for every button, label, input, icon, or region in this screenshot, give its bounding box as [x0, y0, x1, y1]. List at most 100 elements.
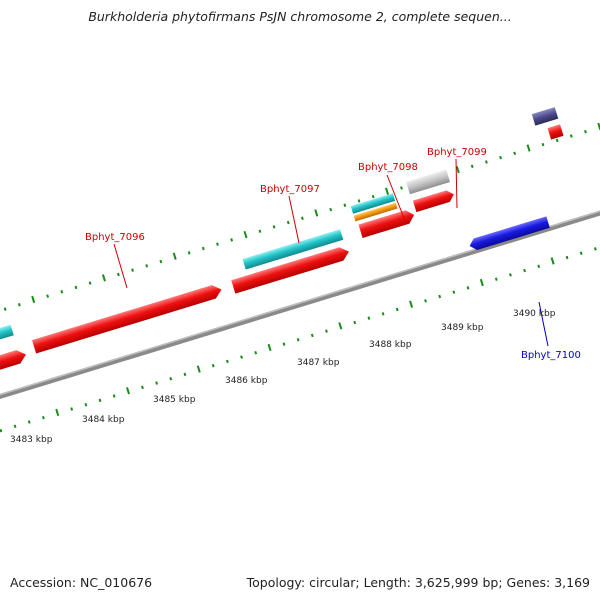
inner-minor-tick: [367, 316, 371, 320]
inner-minor-tick: [310, 333, 314, 338]
outer-major-tick: [31, 295, 36, 304]
inner-minor-tick: [225, 359, 229, 364]
grey-feature-7099[interactable]: [406, 169, 451, 195]
callout-7099: [455, 158, 458, 209]
inner-tick-ruler: [0, 247, 597, 433]
inner-minor-tick: [381, 312, 385, 316]
outer-minor-tick: [272, 225, 276, 229]
inner-minor-tick: [169, 376, 173, 381]
outer-minor-tick: [74, 285, 78, 290]
inner-minor-tick: [0, 428, 3, 433]
outer-minor-tick: [329, 207, 333, 212]
purple-feature-right[interactable]: [531, 107, 559, 126]
inner-minor-tick: [523, 268, 526, 273]
outer-minor-tick: [60, 290, 64, 294]
kbp-label: 3484 kbp: [82, 415, 125, 425]
cds-7099[interactable]: [412, 189, 456, 213]
inner-minor-tick: [27, 420, 31, 424]
outer-major-tick: [172, 252, 177, 260]
outer-minor-tick: [301, 216, 304, 220]
cds-7097[interactable]: [231, 245, 351, 294]
gene-label-7099[interactable]: Bphyt_7099: [427, 147, 487, 158]
inner-major-tick: [267, 343, 272, 352]
inner-minor-tick: [183, 372, 187, 377]
gene-label-7096[interactable]: Bphyt_7096: [85, 232, 145, 243]
inner-major-tick: [479, 278, 484, 287]
cds-7098[interactable]: [358, 208, 417, 238]
outer-minor-tick: [131, 268, 134, 272]
inner-major-tick: [196, 365, 201, 373]
inner-major-tick: [338, 322, 343, 330]
outer-minor-tick: [584, 129, 587, 134]
gene-label-7098[interactable]: Bphyt_7098: [358, 162, 418, 173]
inner-minor-tick: [565, 255, 569, 260]
cds-7096[interactable]: [32, 283, 224, 354]
outer-major-tick: [385, 187, 390, 195]
inner-major-tick: [409, 300, 414, 308]
inner-minor-tick: [240, 355, 243, 359]
cds-right[interactable]: [547, 124, 564, 140]
outer-minor-tick: [569, 134, 573, 138]
inner-minor-tick: [452, 290, 456, 294]
outer-minor-tick: [371, 194, 375, 199]
inner-minor-tick: [537, 264, 541, 268]
outer-major-tick: [455, 166, 460, 174]
inner-minor-tick: [13, 424, 17, 429]
inner-major-tick: [550, 257, 555, 265]
callout-7100: [538, 301, 549, 347]
cds-left[interactable]: [0, 348, 28, 374]
inner-major-tick: [126, 387, 130, 395]
outer-minor-tick: [187, 251, 191, 255]
outer-minor-tick: [541, 142, 545, 147]
inner-major-tick: [55, 408, 60, 417]
inner-minor-tick: [466, 286, 470, 290]
outer-minor-tick: [555, 138, 559, 143]
outer-minor-tick: [400, 186, 403, 190]
outer-major-tick: [314, 209, 319, 217]
outer-minor-tick: [46, 294, 50, 298]
outer-minor-tick: [286, 220, 290, 225]
outer-minor-tick: [145, 264, 149, 268]
kbp-label: 3485 kbp: [153, 395, 196, 405]
cyan-feature-7097[interactable]: [242, 229, 344, 270]
inner-minor-tick: [98, 398, 102, 403]
outer-major-tick: [526, 144, 531, 152]
orange-feature-7098[interactable]: [353, 202, 398, 222]
inner-minor-tick: [296, 338, 300, 342]
cds-7100[interactable]: [468, 216, 550, 251]
inner-minor-tick: [41, 415, 45, 420]
inner-minor-tick: [211, 364, 215, 368]
outer-tick-ruler: [3, 122, 600, 311]
outer-minor-tick: [258, 229, 262, 233]
kbp-label: 3487 kbp: [297, 358, 340, 368]
outer-minor-tick: [357, 199, 361, 203]
outer-minor-tick: [216, 242, 219, 246]
inner-minor-tick: [141, 385, 144, 390]
outer-major-tick: [597, 122, 600, 131]
cyan-feature-7098[interactable]: [350, 193, 396, 214]
inner-minor-tick: [494, 277, 498, 281]
inner-minor-tick: [254, 351, 258, 355]
sequence-info-text: Topology: circular; Length: 3,625,999 bp…: [246, 575, 590, 590]
inner-minor-tick: [579, 251, 583, 255]
outer-minor-tick: [17, 303, 21, 307]
kbp-label: 3486 kbp: [225, 376, 268, 386]
outer-minor-tick: [201, 246, 205, 251]
outer-minor-tick: [88, 281, 92, 285]
kbp-label: 3489 kbp: [441, 323, 484, 333]
gene-label-7100[interactable]: Bphyt_7100: [521, 350, 581, 361]
outer-minor-tick: [117, 272, 120, 277]
outer-minor-tick: [343, 203, 347, 207]
inner-minor-tick: [424, 299, 427, 303]
outer-minor-tick: [499, 155, 502, 160]
outer-major-tick: [101, 274, 106, 282]
callout-7097: [288, 195, 300, 244]
outer-minor-tick: [159, 259, 163, 264]
inner-minor-tick: [509, 273, 512, 277]
outer-minor-tick: [513, 151, 517, 156]
outer-minor-tick: [230, 238, 234, 242]
gene-label-7097[interactable]: Bphyt_7097: [260, 184, 320, 195]
outer-minor-tick: [3, 307, 7, 311]
cyan-feature-left[interactable]: [0, 324, 14, 346]
